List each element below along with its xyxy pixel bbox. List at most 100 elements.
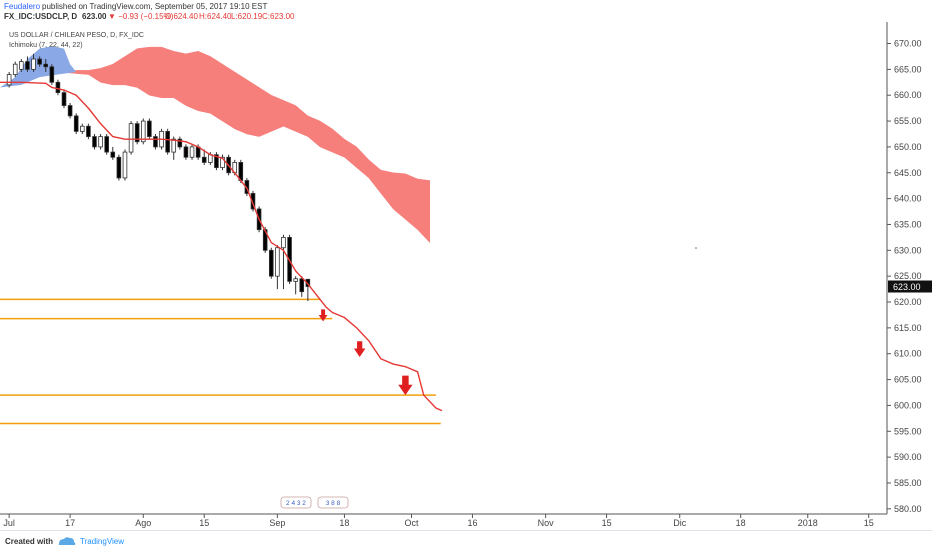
event-marker-label: 2 4 3 2 [286,500,306,507]
candle-body [67,105,73,117]
event-marker-label: 3 8 8 [326,500,341,507]
y-tick-label: 580.00 [894,504,922,514]
candle-body [281,236,286,249]
candle [98,133,103,150]
candle [189,144,195,160]
candle-body [80,125,85,132]
candle-body [208,154,213,163]
last-price: 623.00 [82,12,107,21]
candle [73,113,79,134]
candle-body [122,151,128,179]
ichimoku-cloud-bullish [0,46,77,88]
candle [116,154,122,181]
candle-body [61,92,67,106]
down-arrow-icon [353,341,366,357]
candle-body [98,136,103,148]
x-tick-label: 18 [736,518,746,528]
symbol-label[interactable]: FX_IDC:USDCLP, D [4,12,78,21]
candle-body [299,278,305,293]
candle [165,128,170,155]
last-price-badge-label: 623.00 [893,282,921,292]
candle [153,133,158,150]
y-tick-label: 620.00 [894,297,922,307]
marker-dot [695,247,697,249]
open-value: O:624.40 [165,12,198,21]
candle-body [25,61,30,70]
y-tick-label: 645.00 [894,168,922,178]
price-chart[interactable]: 580.00 585.00 590.00 595.00 600.00 605.00 610.… [0,0,932,530]
candle [19,59,24,72]
candle [43,59,49,72]
candle-body [165,131,170,153]
candle-body [73,115,79,132]
legend-indicator[interactable]: Ichimoku (7, 22, 44, 22) [9,42,83,49]
x-tick-label: 15 [864,518,874,528]
candle-body [86,125,91,137]
y-tick-label: 660.00 [894,90,922,100]
y-tick-label: 615.00 [894,323,922,333]
candle-body [12,63,18,75]
candle [183,144,189,160]
high-value: H:624.40 [199,12,232,21]
author-name[interactable]: Feudalero [4,2,41,11]
candle-body [171,138,177,153]
candle-body [177,138,183,148]
candle-body [275,247,280,277]
x-tick-label: Oct [404,518,419,528]
candle-body [293,278,298,282]
candle [268,247,274,279]
down-arrow-icon [318,309,328,322]
candle-body [49,66,55,83]
candle [281,234,286,290]
legend-title: US DOLLAR / CHILEAN PESO, D, FX_IDC [9,32,144,39]
candle-body [140,120,146,143]
candle [104,133,109,155]
candle-body [31,58,36,70]
candle [25,56,30,72]
close-value: C:623.00 [262,12,295,21]
x-tick-label: Sep [269,518,285,528]
candle-body [147,120,152,137]
y-tick-label: 590.00 [894,452,922,462]
tradingview-logo-icon [58,537,76,545]
x-tick-label: 18 [339,518,349,528]
candle [201,149,207,166]
candle-body [37,58,42,65]
candle [31,53,36,72]
candle [275,245,280,290]
candle [49,64,55,85]
candle [37,56,42,67]
created-with-label: Created with [5,537,54,546]
event-marker: 2 4 3 2 [280,496,312,509]
last-price-badge [888,280,932,293]
x-tick-label: Jul [3,518,15,528]
candle [6,71,12,88]
tradingview-brand[interactable]: TradingView [80,537,125,546]
candle-body [183,146,189,158]
candle-body [134,123,140,143]
x-tick-label: 17 [65,518,75,528]
candle [177,136,183,150]
candle [220,154,225,171]
footer: Created with TradingView [0,530,932,551]
candle-body [116,156,122,179]
candle [128,121,134,155]
x-tick-label: 15 [199,518,209,528]
y-tick-label: 665.00 [894,64,922,74]
candle-body [268,249,274,277]
candle-body [19,61,24,70]
down-arrow-icon [398,375,413,396]
y-tick-label: 650.00 [894,142,922,152]
candle-body [110,151,116,158]
candle-body [189,146,195,158]
y-tick-label: 630.00 [894,245,922,255]
low-value: L:620.19 [231,12,263,21]
y-tick-label: 655.00 [894,116,922,126]
candle-body [55,81,61,94]
candle-body [201,156,207,163]
y-tick-label: 635.00 [894,219,922,229]
candle-body [153,136,158,148]
event-marker: 3 8 8 [317,496,349,509]
candle [86,123,91,140]
x-tick-label: Ago [135,518,151,528]
